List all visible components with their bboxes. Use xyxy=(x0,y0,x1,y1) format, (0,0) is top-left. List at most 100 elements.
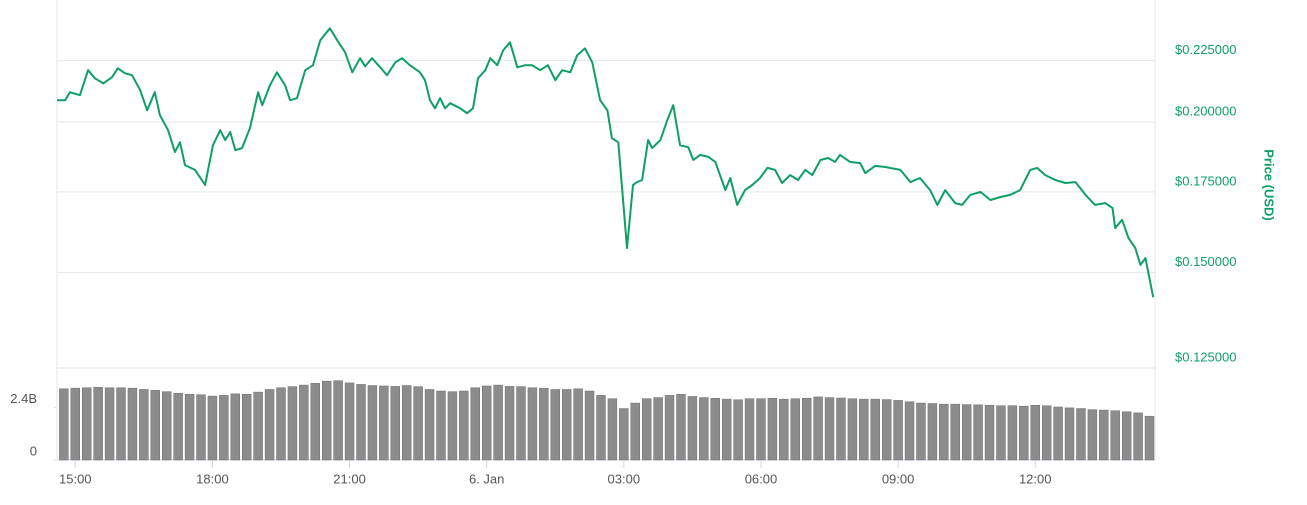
volume-bar xyxy=(139,389,149,461)
x-tick-label: 15:00 xyxy=(59,471,92,486)
volume-bar xyxy=(184,394,195,461)
volume-bar xyxy=(550,389,560,461)
volume-bar xyxy=(207,395,218,461)
volume-bar xyxy=(379,385,389,461)
volume-bar xyxy=(1076,408,1086,461)
volume-bar xyxy=(756,398,766,461)
y-tick-label: $0.125000 xyxy=(1175,349,1236,364)
volume-bar xyxy=(1144,415,1155,461)
volume-bar xyxy=(70,387,80,461)
x-tick-label: 03:00 xyxy=(608,471,641,486)
volume-bar xyxy=(847,398,858,461)
volume-bar xyxy=(733,399,743,461)
volume-bar xyxy=(276,387,286,461)
x-tick-label: 21:00 xyxy=(333,471,366,486)
volume-tick-label: 2.4B xyxy=(10,391,37,406)
x-tick-label: 18:00 xyxy=(196,471,229,486)
volume-bar xyxy=(801,397,812,461)
volume-bar xyxy=(230,393,240,461)
x-tick-label: 09:00 xyxy=(882,471,915,486)
y-axis-title: Price (USD) xyxy=(1262,149,1277,221)
volume-bar xyxy=(1064,407,1075,461)
volume-bar xyxy=(447,391,458,461)
volume-bar xyxy=(561,389,572,461)
volume-bar xyxy=(104,387,115,461)
volume-bar xyxy=(253,391,263,461)
volume-bar xyxy=(824,397,835,461)
volume-bar xyxy=(687,396,698,461)
volume-bar xyxy=(1087,409,1098,461)
volume-bar xyxy=(367,385,378,461)
volume-bar xyxy=(721,398,732,461)
volume-bar xyxy=(82,387,92,461)
volume-bar xyxy=(619,408,629,461)
volume-bar xyxy=(836,397,846,461)
volume-bar xyxy=(916,402,926,461)
volume-bar xyxy=(1121,411,1132,461)
volume-bar xyxy=(573,388,583,461)
volume-bar xyxy=(493,384,503,461)
volume-bar xyxy=(939,403,949,461)
volume-bar xyxy=(162,391,172,461)
volume-bar xyxy=(424,389,435,461)
volume-bar xyxy=(927,403,938,461)
volume-bar xyxy=(299,384,309,461)
volume-bar xyxy=(744,398,755,461)
volume-bar xyxy=(1133,412,1143,461)
volume-bar xyxy=(710,397,720,461)
volume-bar xyxy=(356,384,366,461)
volume-bar xyxy=(699,397,709,461)
volume-bar xyxy=(321,380,332,461)
y-tick-label: $0.200000 xyxy=(1175,103,1236,118)
volume-bar xyxy=(401,385,412,461)
volume-bar xyxy=(504,386,515,461)
volume-bar xyxy=(59,388,69,461)
volume-bar xyxy=(973,404,983,461)
volume-bar xyxy=(116,387,126,461)
volume-bar xyxy=(790,398,800,461)
volume-bar xyxy=(676,394,686,461)
volume-bar xyxy=(516,386,526,461)
volume-bar xyxy=(481,385,492,461)
x-tick-label: 06:00 xyxy=(745,471,778,486)
volume-bar xyxy=(996,405,1006,461)
x-tick-label: 12:00 xyxy=(1019,471,1052,486)
volume-bar xyxy=(413,386,423,461)
volume-bar xyxy=(653,397,663,461)
volume-bar xyxy=(1030,404,1040,461)
volume-bar xyxy=(390,386,400,461)
volume-bar xyxy=(1099,409,1109,461)
volume-bar xyxy=(607,398,618,461)
volume-tick-label: 0 xyxy=(30,443,37,458)
volume-bar xyxy=(173,392,183,461)
volume-bar xyxy=(881,399,892,461)
volume-bar xyxy=(539,387,549,461)
volume-bar xyxy=(767,397,778,461)
volume-bar xyxy=(950,403,960,461)
y-tick-label: $0.175000 xyxy=(1175,173,1236,188)
volume-bar xyxy=(287,386,298,461)
volume-bar xyxy=(436,390,446,461)
volume-bar xyxy=(150,390,160,461)
volume-bar xyxy=(1007,405,1018,461)
volume-bar xyxy=(1053,406,1063,461)
volume-bar xyxy=(630,402,640,461)
volume-bar xyxy=(527,387,538,461)
volume-bar xyxy=(459,390,469,461)
x-tick-label: 6. Jan xyxy=(469,471,504,486)
volume-bar xyxy=(893,400,903,461)
volume-bar xyxy=(779,398,789,461)
volume-bar xyxy=(264,389,275,461)
volume-bar xyxy=(333,380,343,461)
volume-bar xyxy=(961,404,972,461)
volume-bar xyxy=(984,404,995,461)
volume-bar xyxy=(1019,405,1029,461)
y-tick-label: $0.225000 xyxy=(1175,42,1236,57)
volume-bar xyxy=(596,395,606,461)
volume-bar xyxy=(196,394,206,461)
volume-bar xyxy=(93,387,103,461)
volume-bar xyxy=(859,398,869,461)
volume-bar xyxy=(813,396,823,461)
volume-bar xyxy=(664,395,675,461)
